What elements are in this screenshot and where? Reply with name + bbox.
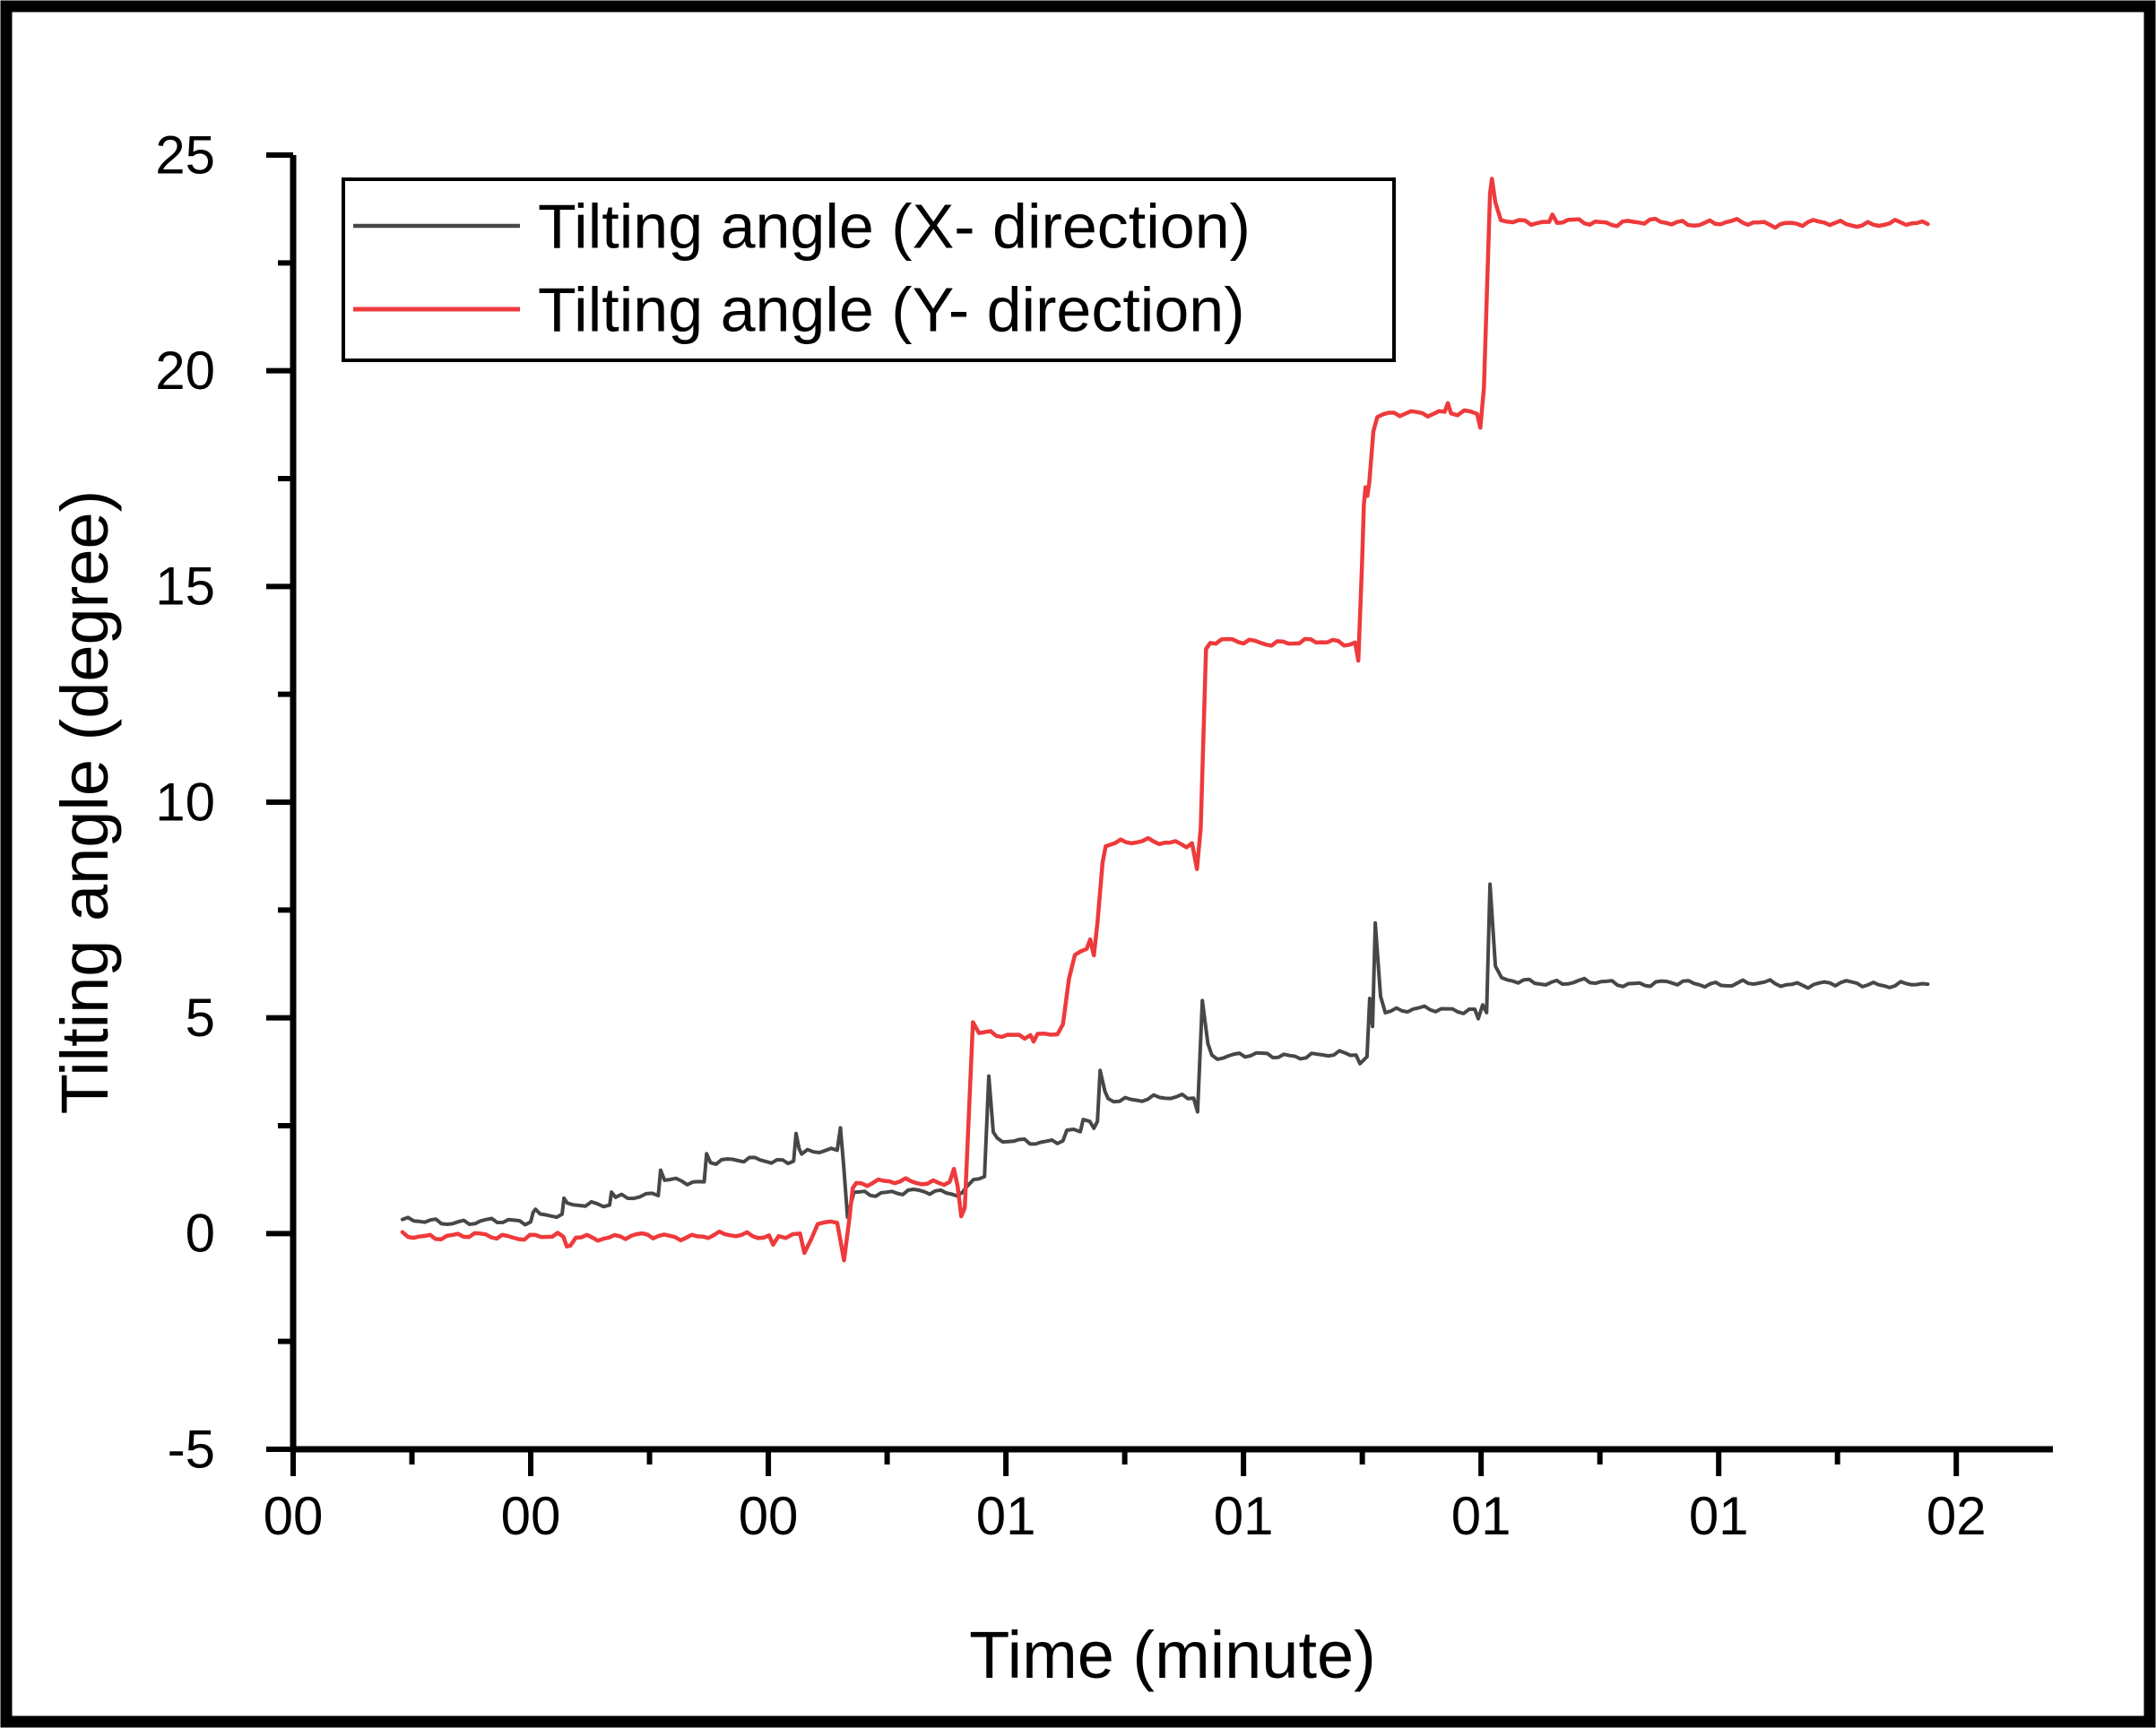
y-tick-label: 25 <box>155 125 215 185</box>
x-axis-title: Time (minute) <box>969 1618 1376 1692</box>
x-tick-label: 01 <box>1214 1486 1274 1546</box>
y-tick-label: 10 <box>155 772 215 832</box>
x-tick-label: 01 <box>1451 1486 1511 1546</box>
y-tick-label: -5 <box>168 1419 215 1479</box>
x-tick-label: 01 <box>976 1486 1036 1546</box>
y-tick-label: 15 <box>155 557 215 617</box>
y-tick-label: 0 <box>186 1204 215 1264</box>
x-tick-label: 02 <box>1927 1486 1987 1546</box>
y-tick-label: 5 <box>186 988 215 1048</box>
x-tick-label: 00 <box>264 1486 324 1546</box>
y-axis-title: Tilting angle (degree) <box>48 490 122 1115</box>
y-tick-label: 20 <box>155 341 215 401</box>
series-line-y-direction <box>400 177 1930 1263</box>
legend-label: Tilting angle (Y- direction) <box>538 275 1245 345</box>
series-line-x-direction <box>400 882 1930 1227</box>
legend-label: Tilting angle (X- direction) <box>538 192 1251 262</box>
x-tick-label: 00 <box>739 1486 799 1546</box>
x-tick-label: 01 <box>1689 1486 1749 1546</box>
x-tick-label: 00 <box>501 1486 561 1546</box>
legend-box <box>342 177 1396 362</box>
